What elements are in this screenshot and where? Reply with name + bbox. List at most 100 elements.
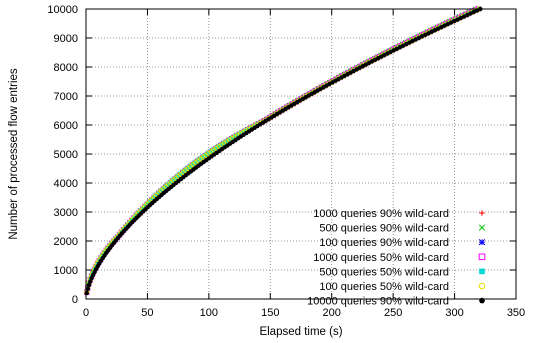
- legend-label: 10000 queries 90% wild-card: [307, 296, 449, 308]
- data-point: [161, 185, 166, 191]
- data-point: [140, 205, 146, 211]
- legend-marker-icon: [479, 297, 485, 304]
- data-point: [224, 139, 230, 144]
- legend-label: 100 queries 90% wild-card: [319, 237, 449, 249]
- legend-marker-icon: [478, 282, 486, 290]
- y-tick-label: 0: [72, 294, 78, 306]
- data-point: [465, 12, 470, 18]
- legend-label: 100 queries 50% wild-card: [319, 281, 449, 293]
- data-point: [168, 179, 174, 185]
- data-point: [156, 190, 162, 195]
- data-point: [138, 208, 143, 213]
- data-point: [190, 161, 196, 167]
- legend-item: 500 queries 90% wild-card: [319, 223, 486, 235]
- legend-item: 1000 queries 50% wild-card: [313, 252, 486, 264]
- y-tick-label: 1000: [54, 265, 78, 277]
- data-point: [178, 171, 183, 176]
- x-tick-label: 100: [200, 307, 218, 319]
- grid-lines: [86, 9, 516, 299]
- legend-label: 500 queries 50% wild-card: [319, 266, 449, 278]
- legend-item: 100 queries 50% wild-card: [319, 281, 486, 293]
- data-point: [214, 145, 219, 151]
- data-point: [235, 132, 240, 138]
- data-point: [88, 279, 93, 284]
- data-point: [471, 9, 477, 15]
- y-tick-label: 2000: [54, 236, 78, 248]
- data-point: [84, 290, 89, 296]
- data-point: [173, 175, 178, 180]
- data-point: [166, 181, 171, 187]
- data-point: [222, 140, 227, 146]
- legend-marker-icon: [478, 224, 486, 231]
- data-point: [203, 152, 209, 157]
- data-point: [188, 163, 193, 169]
- data-point: [195, 158, 201, 163]
- y-tick-label: 7000: [54, 91, 78, 103]
- data-point: [232, 134, 238, 139]
- plot-frame: [85, 8, 517, 300]
- data-point: [201, 154, 206, 159]
- data-point: [183, 167, 188, 172]
- data-point: [163, 183, 169, 189]
- data-point: [171, 177, 176, 183]
- data-point: [154, 192, 159, 197]
- data-point: [185, 165, 191, 170]
- x-tick-label: 250: [384, 307, 402, 319]
- x-tick-label: 200: [323, 307, 341, 319]
- legend-marker-icon: [479, 268, 485, 275]
- data-point: [240, 129, 246, 135]
- legend-label: 500 queries 90% wild-card: [319, 223, 449, 235]
- x-tick-label: 300: [445, 307, 463, 319]
- data-point: [180, 169, 186, 174]
- data-point: [230, 135, 235, 141]
- data-point: [243, 128, 249, 133]
- legend-marker-icon: [479, 210, 485, 216]
- data-point: [147, 199, 152, 204]
- data-point: [219, 142, 224, 147]
- legend: 1000 queries 90% wild-card 500 queries 90…: [307, 208, 486, 308]
- y-tick-label: 6000: [54, 120, 78, 132]
- y-tick-label: 10000: [47, 4, 78, 16]
- data-point: [85, 286, 90, 291]
- y-axis-title: Number of processed flow entries: [8, 68, 20, 240]
- legend-marker-icon: [478, 239, 486, 246]
- data-point: [134, 212, 139, 218]
- legend-item: 10000 queries 90% wild-card: [307, 296, 485, 308]
- data-point: [468, 11, 473, 16]
- y-tick-label: 9000: [54, 33, 78, 45]
- data-point: [198, 156, 203, 161]
- data-point: [159, 188, 164, 193]
- legend-marker-icon: [478, 253, 486, 261]
- data-point: [206, 150, 211, 156]
- data-point: [132, 215, 137, 220]
- data-point: [208, 149, 214, 154]
- series-6: [84, 6, 483, 296]
- data-point: [143, 203, 148, 209]
- data-point: [152, 194, 157, 200]
- legend-label: 1000 queries 90% wild-card: [313, 208, 449, 220]
- data-point: [86, 282, 92, 288]
- data-point: [216, 143, 222, 149]
- data-point: [127, 219, 133, 225]
- y-tick-label: 3000: [54, 207, 78, 219]
- data-point: [238, 131, 243, 136]
- data-point: [175, 173, 181, 178]
- legend-label: 1000 queries 50% wild-card: [313, 252, 449, 264]
- x-axis-title: Elapsed time (s): [259, 326, 342, 338]
- data-point: [136, 210, 141, 215]
- data-point: [145, 201, 150, 206]
- y-tick-label: 5000: [54, 149, 78, 161]
- data-point: [227, 137, 232, 142]
- x-tick-label: 0: [83, 307, 89, 319]
- x-tick-label: 350: [507, 307, 525, 319]
- axis-ticks: 0100020003000400050006000700080009000100…: [47, 4, 525, 319]
- data-point: [149, 196, 155, 202]
- x-tick-label: 150: [261, 307, 279, 319]
- legend-item: 1000 queries 90% wild-card: [313, 208, 485, 220]
- data-point: [129, 217, 135, 222]
- x-tick-label: 50: [141, 307, 153, 319]
- y-tick-label: 4000: [54, 178, 78, 190]
- data-point: [193, 159, 198, 165]
- legend-item: 100 queries 90% wild-card: [319, 237, 486, 249]
